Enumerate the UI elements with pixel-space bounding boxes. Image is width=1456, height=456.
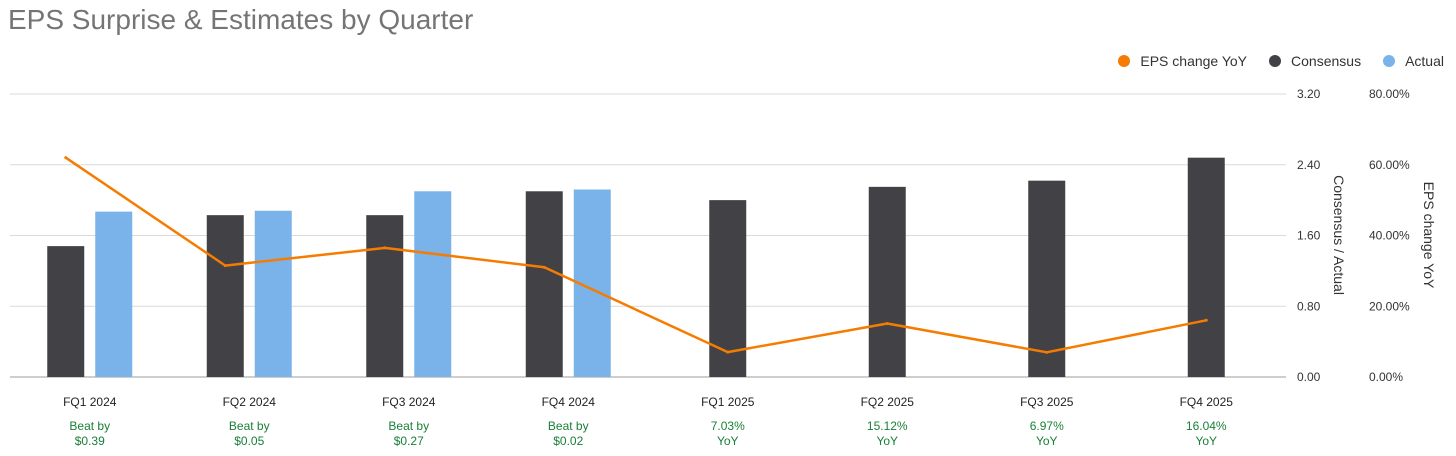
left-axis-tick-label: 2.40 <box>1297 158 1321 172</box>
actual-bar <box>414 191 452 377</box>
legend-item-eps-change[interactable]: EPS change YoY <box>1118 53 1247 69</box>
legend-item-consensus[interactable]: Consensus <box>1269 53 1361 69</box>
left-axis-tick-label: 0.80 <box>1297 299 1321 313</box>
eps-change-point <box>64 156 68 160</box>
annotation-line-1: Beat by <box>388 419 429 433</box>
right-axis-tick-label: 40.00% <box>1369 229 1410 243</box>
actual-bar <box>254 210 292 377</box>
annotation-line-2: $0.39 <box>75 434 105 448</box>
eps-change-point <box>726 350 730 354</box>
x-axis-category-label: FQ1 2025 <box>701 395 755 409</box>
annotation-line-2: $0.05 <box>234 434 264 448</box>
eps-change-point <box>1045 350 1049 354</box>
annotation-line-2: $0.02 <box>553 434 583 448</box>
annotation-line-2: YoY <box>876 434 898 448</box>
eps-change-point <box>542 265 546 269</box>
consensus-bar <box>1187 157 1225 377</box>
annotation-line-1: Beat by <box>548 419 589 433</box>
eps-change-point <box>1204 318 1208 322</box>
left-axis-tick-label: 0.00 <box>1297 370 1321 384</box>
annotation-line-1: 6.97% <box>1030 419 1064 433</box>
annotation-line-1: Beat by <box>69 419 110 433</box>
legend-label: Actual <box>1405 53 1444 69</box>
x-axis-category-label: FQ3 2025 <box>1020 395 1074 409</box>
consensus-bar <box>366 215 404 377</box>
right-axis-tick-label: 20.00% <box>1369 299 1410 313</box>
annotation-line-2: YoY <box>717 434 739 448</box>
eps-change-point <box>223 264 227 268</box>
legend-marker-actual <box>1383 55 1396 67</box>
legend: EPS change YoY Consensus Actual <box>1096 53 1444 69</box>
right-axis-tick-label: 80.00% <box>1369 87 1410 101</box>
annotation-line-2: $0.27 <box>394 434 424 448</box>
left-axis-tick-label: 3.20 <box>1297 87 1321 101</box>
right-axis-title: EPS change YoY <box>1421 182 1437 289</box>
consensus-bar <box>525 191 563 377</box>
x-axis-category-label: FQ2 2025 <box>861 395 915 409</box>
left-axis-tick-label: 1.60 <box>1297 229 1321 243</box>
annotation-line-2: YoY <box>1195 434 1217 448</box>
x-axis-category-label: FQ4 2025 <box>1180 395 1234 409</box>
x-axis-category-label: FQ3 2024 <box>382 395 436 409</box>
consensus-bar <box>47 246 85 377</box>
annotation-line-1: Beat by <box>229 419 270 433</box>
eps-change-line <box>65 156 1207 354</box>
legend-label: Consensus <box>1291 53 1362 69</box>
x-axis-category-label: FQ1 2024 <box>63 395 117 409</box>
consensus-bar <box>206 215 244 377</box>
annotation-line-2: YoY <box>1036 434 1058 448</box>
annotation-line-1: 15.12% <box>867 419 908 433</box>
x-axis-category-label: FQ2 2024 <box>223 395 277 409</box>
legend-label: EPS change YoY <box>1140 53 1248 69</box>
actual-bar <box>95 211 133 377</box>
annotation-line-1: 7.03% <box>711 419 745 433</box>
annotation-line-1: 16.04% <box>1186 419 1227 433</box>
consensus-bar <box>868 186 906 377</box>
x-axis-category-label: FQ4 2024 <box>542 395 596 409</box>
left-axis-title: Consensus / Actual <box>1331 175 1347 295</box>
chart-title: EPS Surprise & Estimates by Quarter <box>8 4 474 35</box>
legend-marker-consensus <box>1269 55 1282 67</box>
eps-change-point <box>383 246 387 250</box>
legend-item-actual[interactable]: Actual <box>1383 53 1444 69</box>
right-axis-tick-label: 60.00% <box>1369 158 1410 172</box>
legend-marker-eps-change <box>1118 55 1131 67</box>
consensus-bar <box>1028 180 1066 377</box>
eps-change-point <box>885 322 889 326</box>
right-axis-tick-label: 0.00% <box>1369 370 1403 384</box>
